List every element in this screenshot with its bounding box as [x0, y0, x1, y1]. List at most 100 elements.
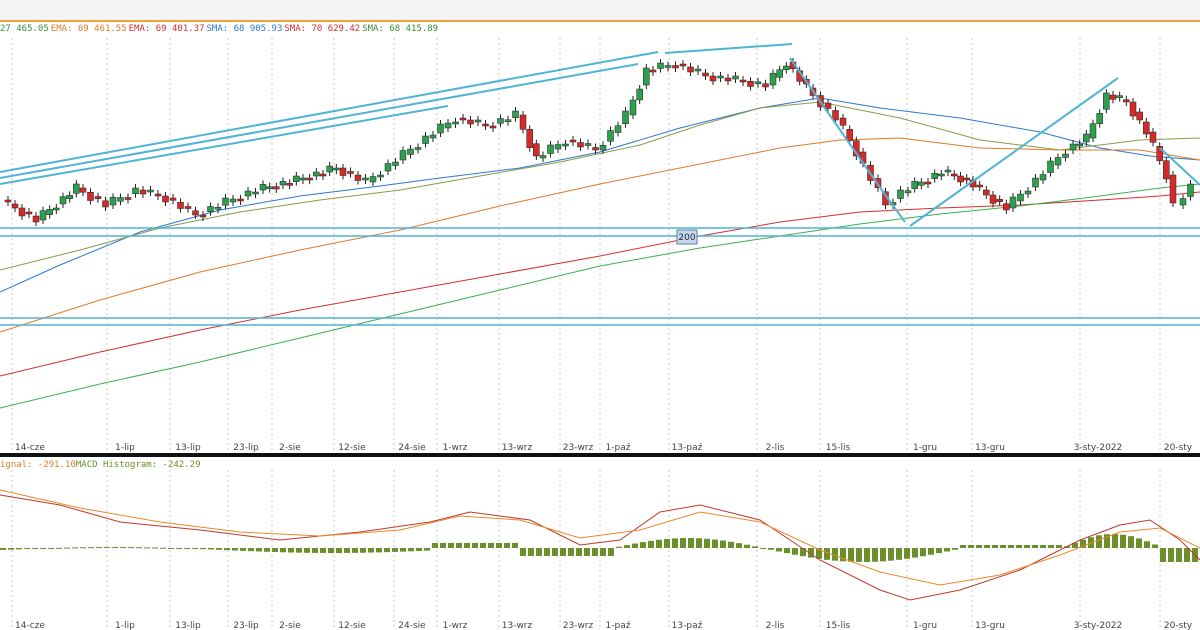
candle-6 — [46, 209, 53, 215]
macd-hist-bar-18 — [144, 547, 150, 549]
candle-98 — [717, 75, 724, 79]
macd-hist-bar-13 — [104, 547, 110, 549]
x-tick-bottom-0: 14-cze — [15, 621, 45, 630]
macd-hist-bar-129 — [1032, 545, 1038, 548]
candle-143 — [1032, 177, 1039, 188]
macd-hist-bar-73 — [584, 548, 590, 556]
candle-139 — [1003, 203, 1010, 211]
x-tick-bottom-11: 13-paź — [672, 621, 703, 630]
candle-163 — [1169, 174, 1177, 204]
macd-hist-bar-101 — [808, 548, 814, 558]
candle-44 — [319, 173, 327, 177]
price-marker-box — [676, 229, 698, 245]
candle-90 — [657, 62, 664, 69]
macd-hist-bar-74 — [592, 548, 598, 556]
macd-hist-bar-79 — [632, 543, 638, 548]
candle-2 — [18, 207, 26, 217]
x-tick-top-6: 24-sie — [398, 443, 426, 453]
macd-hist-bar-148 — [1184, 548, 1190, 562]
candle-78 — [569, 139, 577, 143]
candle-49 — [354, 174, 362, 181]
macd-hist-bar-75 — [600, 548, 606, 556]
macd-hist-bar-139 — [1112, 534, 1118, 548]
candle-88 — [643, 67, 650, 86]
macd-hist-bar-134 — [1072, 542, 1078, 548]
macd-hist-bar-36 — [288, 548, 294, 553]
candle-31 — [229, 198, 237, 203]
candle-3 — [25, 211, 33, 215]
macd-hist-bar-90 — [720, 540, 726, 548]
x-tick-top-16: 3-sty-2022 — [1074, 443, 1123, 453]
candle-52 — [377, 174, 384, 178]
candle-16 — [117, 197, 124, 202]
macd-hist-bar-15 — [120, 547, 126, 549]
candle-102 — [747, 81, 754, 87]
x-tick-top-9: 23-wrz — [563, 443, 594, 453]
candle-104 — [762, 83, 769, 88]
x-tick-top-12: 2-lis — [766, 443, 785, 453]
candle-103 — [754, 81, 762, 84]
candle-145 — [1047, 160, 1054, 173]
candle-94 — [687, 66, 694, 73]
x-tick-bottom-3: 23-lip — [233, 621, 259, 630]
macd-hist-bar-23 — [184, 548, 190, 549]
candle-35 — [259, 184, 267, 191]
candle-124 — [904, 190, 912, 193]
candle-18 — [132, 187, 139, 194]
macd-hist-bar-88 — [704, 538, 710, 548]
macd-hist-bar-91 — [728, 541, 734, 548]
legend-item-0: 27 465.05 — [0, 24, 49, 34]
macd-hist-bar-34 — [272, 548, 278, 553]
x-tick-top-15: 13-gru — [975, 443, 1005, 453]
macd-hist-bar-80 — [640, 542, 646, 548]
candle-17 — [124, 197, 132, 200]
macd-hist-bar-138 — [1104, 534, 1110, 548]
macd-hist-bar-96 — [768, 548, 774, 550]
candle-146 — [1054, 157, 1062, 166]
panel-separator — [0, 453, 1200, 457]
price-marker: 200 — [676, 229, 698, 245]
macd-hist-bar-50 — [400, 548, 406, 552]
candle-129 — [938, 173, 945, 177]
candle-4 — [32, 215, 40, 223]
candle-67 — [489, 125, 497, 129]
candle-133 — [963, 177, 970, 181]
candle-82 — [599, 145, 607, 151]
candle-150 — [1083, 133, 1090, 143]
x-tick-bottom-8: 13-wrz — [502, 621, 533, 630]
x-tick-bottom-4: 2-sie — [279, 621, 301, 630]
macd-hist-bar-121 — [968, 545, 974, 548]
candle-50 — [362, 177, 369, 181]
candle-128 — [931, 173, 938, 179]
macd-hist-bar-40 — [320, 548, 326, 553]
macd-legend: ignal: -291.10MACD Histogram: -242.29 — [0, 460, 200, 470]
candle-72 — [526, 129, 533, 148]
indicator-legend: 27 465.05 EMA: 69 461.55 EMA: 69 401.37 SMA… — [0, 24, 440, 34]
x-tick-bottom-9: 23-wrz — [563, 621, 594, 630]
x-tick-bottom-7: 1-wrz — [443, 621, 468, 630]
macd-hist-bar-146 — [1168, 548, 1174, 562]
candle-153 — [1103, 92, 1110, 110]
macd-line — [0, 494, 1200, 601]
macd-hist-bar-2 — [16, 548, 22, 550]
candle-34 — [252, 191, 259, 195]
candle-25 — [184, 206, 192, 209]
candle-57 — [414, 147, 422, 150]
candle-20 — [147, 189, 154, 193]
candle-113 — [824, 102, 832, 109]
candle-162 — [1163, 160, 1170, 180]
candle-76 — [554, 144, 562, 150]
candle-138 — [996, 199, 1003, 202]
x-tick-top-8: 13-wrz — [502, 443, 533, 453]
macd-hist-bar-95 — [760, 548, 766, 549]
candle-68 — [497, 118, 504, 124]
macd-hist-bar-127 — [1016, 545, 1022, 548]
candle-39 — [286, 183, 293, 186]
macd-hist-bar-141 — [1128, 536, 1134, 548]
candle-43 — [313, 171, 320, 177]
candle-24 — [177, 202, 184, 209]
x-tick-bottom-12: 2-lis — [766, 621, 785, 630]
macd-hist-bar-145 — [1160, 548, 1166, 562]
candle-46 — [333, 167, 340, 171]
